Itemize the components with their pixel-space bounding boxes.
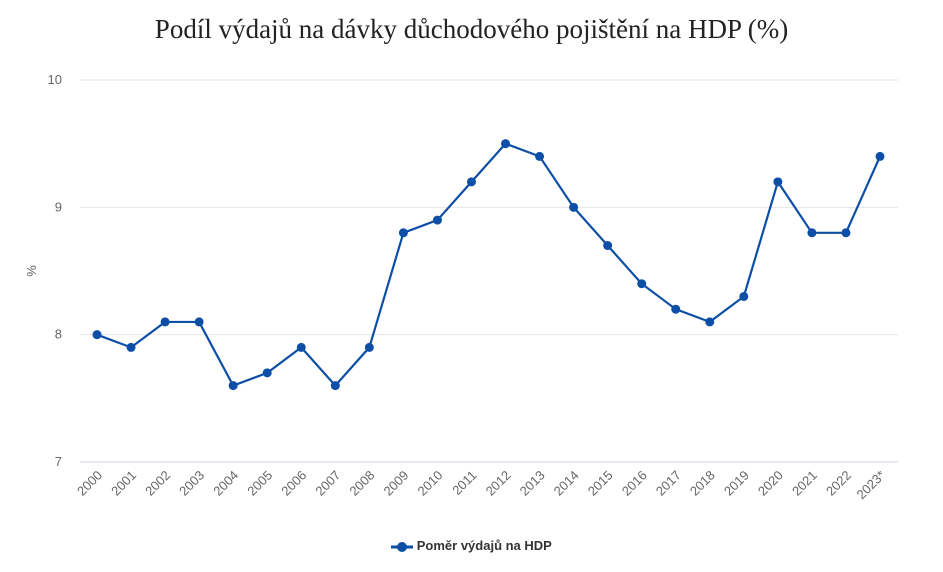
x-tick-label: 2021: [789, 468, 820, 499]
x-tick-label: 2009: [380, 468, 411, 499]
x-tick-label: 2003: [176, 468, 207, 499]
data-point: [637, 279, 647, 289]
x-tick-label: 2002: [142, 468, 173, 499]
legend-label: Poměr výdajů na HDP: [416, 538, 552, 553]
x-tick-label: 2023*: [853, 468, 888, 503]
data-point: [432, 215, 442, 225]
data-point: [126, 342, 136, 352]
x-tick-label: 2007: [312, 468, 343, 499]
data-point: [807, 228, 817, 238]
x-tick-label: 2008: [346, 468, 377, 499]
data-point: [262, 368, 272, 378]
data-point: [671, 304, 681, 314]
x-tick-label: 2006: [278, 468, 309, 499]
data-point: [535, 151, 545, 161]
data-point: [705, 317, 715, 327]
data-point: [603, 241, 613, 251]
data-point: [569, 202, 579, 212]
data-point: [501, 139, 511, 149]
x-tick-label: 2012: [483, 468, 514, 499]
data-point: [466, 177, 476, 187]
data-point: [875, 151, 885, 161]
data-point: [330, 381, 340, 391]
data-point: [160, 317, 170, 327]
chart-title: Podíl výdajů na dávky důchodového pojišt…: [154, 14, 789, 44]
series-line: [96, 142, 882, 388]
data-point: [296, 342, 306, 352]
data-point: [773, 177, 783, 187]
x-tick-label: 2004: [210, 468, 241, 499]
x-tick-label: 2017: [653, 468, 684, 499]
legend[interactable]: Poměr výdajů na HDP: [0, 538, 943, 553]
y-tick-label: 9: [55, 199, 62, 214]
data-point: [92, 330, 102, 340]
data-point: [398, 228, 408, 238]
y-tick-label: 7: [55, 454, 62, 469]
y-tick-label: 8: [55, 327, 62, 342]
x-tick-label: 2020: [755, 468, 786, 499]
data-point: [364, 342, 374, 352]
x-tick-label: 2015: [585, 468, 616, 499]
data-point: [194, 317, 204, 327]
x-tick-label: 2019: [721, 468, 752, 499]
data-point: [228, 381, 238, 391]
data-point: [841, 228, 851, 238]
x-tick-label: 2022: [823, 468, 854, 499]
x-tick-label: 2005: [244, 468, 275, 499]
data-point: [739, 291, 749, 301]
x-tick-label: 2014: [551, 468, 582, 499]
x-tick-label: 2018: [687, 468, 718, 499]
x-tick-label: 2016: [619, 468, 650, 499]
x-tick-label: 2000: [74, 468, 105, 499]
x-tick-label: 2001: [108, 468, 139, 499]
y-axis-label: %: [24, 265, 39, 277]
x-tick-label: 2010: [414, 468, 445, 499]
x-tick-label: 2011: [449, 468, 479, 498]
x-tick-label: 2013: [517, 468, 548, 499]
y-tick-label: 10: [48, 72, 62, 87]
legend-marker-icon: [391, 541, 414, 552]
